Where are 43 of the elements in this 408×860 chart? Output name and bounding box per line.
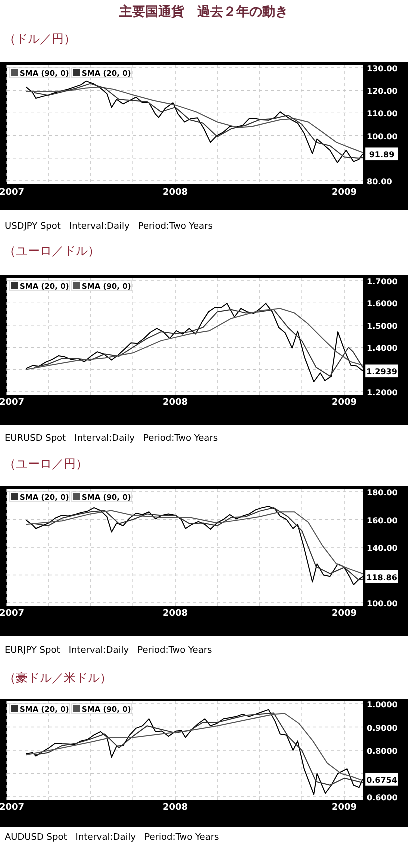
x-tick-label: 2007 xyxy=(0,188,25,198)
y-tick-label: 120.00 xyxy=(367,87,398,96)
chart-title: 主要国通貨 過去２年の動き xyxy=(118,4,288,20)
y-tick-label: 1.6000 xyxy=(367,300,398,309)
chart-subtitle: （ユーロ／ドル） xyxy=(4,244,100,258)
y-tick-label: 1.0000 xyxy=(367,700,398,710)
chart-subtitle: （ユーロ／円） xyxy=(4,457,88,471)
y-tick-label: 130.00 xyxy=(367,64,398,74)
y-tick-label: 0.8000 xyxy=(367,747,398,756)
y-tick-label: 1.2000 xyxy=(367,388,398,398)
text: EURUSD Spot Interval:Daily Period:Two Years xyxy=(5,434,218,444)
x-tick-label: 2009 xyxy=(332,398,358,408)
x-tick-label: 2009 xyxy=(332,188,358,198)
y-tick-label: 0.9000 xyxy=(367,724,398,733)
text: AUDUSD Spot Interval:Daily Period:Two Years xyxy=(5,833,220,843)
annotation: 91.89 xyxy=(369,150,396,160)
annotation: 1.2939 xyxy=(366,368,398,377)
chart-subtitle: （豪ドル／米ドル） xyxy=(4,671,112,685)
y-tick-label: 0.6000 xyxy=(367,794,398,802)
annotation: 0.6754 xyxy=(366,776,398,785)
y-tick-label: 1.7000 xyxy=(367,278,398,286)
y-tick-label: 80.00 xyxy=(367,178,393,186)
x-tick-label: 2007 xyxy=(0,609,25,619)
x-tick-label: 2007 xyxy=(0,803,25,813)
x-tick-label: 2008 xyxy=(163,609,188,619)
x-tick-label: 2008 xyxy=(163,398,188,408)
y-tick-label: 1.4000 xyxy=(367,344,398,354)
y-tick-label: 160.00 xyxy=(367,516,398,526)
y-tick-label: 1.5000 xyxy=(367,322,398,331)
text: EURJPY Spot Interval:Daily Period:Two Years xyxy=(5,646,213,656)
text: USDJPY Spot Interval:Daily Period:Two Years xyxy=(5,222,214,232)
y-tick-label: 140.00 xyxy=(367,544,398,553)
chart-subtitle: （ドル／円） xyxy=(4,32,76,46)
y-tick-label: 180.00 xyxy=(367,488,398,498)
x-tick-label: 2009 xyxy=(332,609,358,619)
y-tick-label: 110.00 xyxy=(367,110,398,119)
x-tick-label: 2008 xyxy=(163,188,188,198)
y-tick-label: 100.00 xyxy=(367,600,398,608)
y-tick-label: 100.00 xyxy=(367,132,398,142)
x-tick-label: 2009 xyxy=(332,803,358,813)
annotation: 118.86 xyxy=(366,573,398,582)
x-tick-label: 2008 xyxy=(163,803,188,813)
x-tick-label: 2007 xyxy=(0,398,25,408)
